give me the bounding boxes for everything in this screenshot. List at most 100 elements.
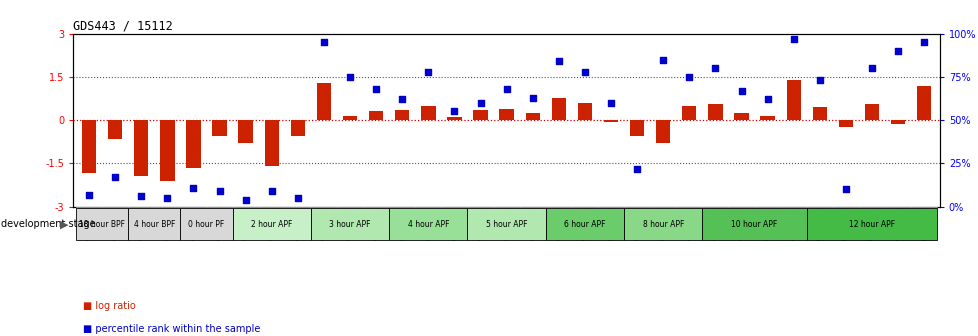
FancyBboxPatch shape bbox=[363, 207, 389, 208]
Bar bbox=[916, 85, 930, 120]
Text: 12 hour APF: 12 hour APF bbox=[848, 220, 894, 229]
Text: GSM4597: GSM4597 bbox=[399, 207, 405, 240]
Text: 0 hour PF: 0 hour PF bbox=[188, 220, 224, 229]
Point bbox=[785, 36, 801, 41]
FancyBboxPatch shape bbox=[571, 207, 598, 208]
Bar bbox=[82, 120, 96, 173]
Bar bbox=[499, 109, 513, 120]
Text: GSM4608: GSM4608 bbox=[686, 207, 691, 240]
Text: 4 hour BPF: 4 hour BPF bbox=[134, 220, 175, 229]
Bar bbox=[239, 120, 252, 143]
Text: ■ log ratio: ■ log ratio bbox=[83, 301, 136, 311]
Text: 2 hour APF: 2 hour APF bbox=[250, 220, 292, 229]
Text: ▶: ▶ bbox=[60, 219, 68, 229]
Point bbox=[472, 100, 488, 106]
Text: GSM4605: GSM4605 bbox=[607, 207, 613, 240]
Point bbox=[551, 58, 566, 64]
FancyBboxPatch shape bbox=[701, 208, 806, 240]
Text: GSM4610: GSM4610 bbox=[737, 207, 743, 240]
Text: 10 hour APF: 10 hour APF bbox=[731, 220, 777, 229]
Text: development stage: development stage bbox=[1, 219, 96, 229]
Bar bbox=[134, 120, 149, 176]
Bar bbox=[525, 113, 539, 120]
Bar bbox=[421, 106, 435, 120]
FancyBboxPatch shape bbox=[180, 208, 233, 240]
FancyBboxPatch shape bbox=[858, 207, 884, 208]
Text: 3 hour APF: 3 hour APF bbox=[329, 220, 371, 229]
Point bbox=[446, 109, 462, 114]
Point bbox=[576, 69, 592, 74]
FancyBboxPatch shape bbox=[701, 207, 728, 208]
FancyBboxPatch shape bbox=[519, 207, 545, 208]
Text: GSM4591: GSM4591 bbox=[243, 207, 248, 240]
Text: 18 hour BPF: 18 hour BPF bbox=[79, 220, 125, 229]
FancyBboxPatch shape bbox=[389, 207, 415, 208]
FancyBboxPatch shape bbox=[911, 207, 936, 208]
Bar bbox=[655, 120, 670, 143]
Bar bbox=[785, 80, 800, 120]
Bar bbox=[629, 120, 644, 136]
Bar bbox=[186, 120, 200, 168]
Text: GSM4600: GSM4600 bbox=[477, 207, 483, 240]
FancyBboxPatch shape bbox=[649, 207, 676, 208]
Text: 6 hour APF: 6 hour APF bbox=[563, 220, 605, 229]
Point bbox=[498, 86, 513, 92]
Point bbox=[759, 97, 775, 102]
Point bbox=[211, 188, 227, 194]
Text: GSM4596: GSM4596 bbox=[373, 207, 378, 240]
FancyBboxPatch shape bbox=[467, 207, 493, 208]
Point bbox=[915, 40, 931, 45]
Point bbox=[681, 74, 696, 80]
Bar bbox=[212, 120, 227, 136]
Point bbox=[524, 95, 540, 100]
Bar bbox=[447, 117, 462, 120]
Text: 4 hour APF: 4 hour APF bbox=[407, 220, 449, 229]
Text: GSM4593: GSM4593 bbox=[294, 207, 300, 240]
FancyBboxPatch shape bbox=[806, 207, 832, 208]
Point bbox=[289, 195, 305, 201]
Text: GSM4607: GSM4607 bbox=[659, 207, 666, 240]
Text: GSM4606: GSM4606 bbox=[634, 207, 640, 240]
FancyBboxPatch shape bbox=[258, 207, 285, 208]
FancyBboxPatch shape bbox=[806, 208, 936, 240]
Point bbox=[837, 187, 853, 192]
Bar bbox=[682, 106, 695, 120]
Text: GSM4595: GSM4595 bbox=[346, 207, 353, 240]
Point bbox=[654, 57, 670, 62]
Point bbox=[602, 100, 618, 106]
Bar bbox=[395, 110, 409, 120]
FancyBboxPatch shape bbox=[285, 207, 311, 208]
Point bbox=[238, 197, 253, 202]
Point bbox=[707, 66, 723, 71]
FancyBboxPatch shape bbox=[128, 208, 180, 240]
Text: 8 hour APF: 8 hour APF bbox=[642, 220, 684, 229]
Point bbox=[316, 40, 332, 45]
Text: GSM4611: GSM4611 bbox=[764, 207, 770, 240]
FancyBboxPatch shape bbox=[545, 207, 571, 208]
Bar bbox=[473, 110, 487, 120]
FancyBboxPatch shape bbox=[754, 207, 779, 208]
Point bbox=[186, 185, 201, 190]
Point bbox=[629, 166, 645, 171]
Point bbox=[264, 188, 280, 194]
FancyBboxPatch shape bbox=[623, 207, 649, 208]
Bar bbox=[342, 116, 357, 120]
Bar bbox=[160, 120, 174, 181]
Text: 5 hour APF: 5 hour APF bbox=[485, 220, 527, 229]
Bar bbox=[760, 116, 774, 120]
FancyBboxPatch shape bbox=[676, 207, 701, 208]
Point bbox=[733, 88, 748, 93]
FancyBboxPatch shape bbox=[493, 207, 519, 208]
FancyBboxPatch shape bbox=[180, 207, 206, 208]
Text: GSM4603: GSM4603 bbox=[556, 207, 561, 240]
Point bbox=[421, 69, 436, 74]
FancyBboxPatch shape bbox=[206, 207, 233, 208]
Point bbox=[811, 78, 826, 83]
Point bbox=[342, 74, 358, 80]
FancyBboxPatch shape bbox=[623, 208, 701, 240]
Bar bbox=[290, 120, 305, 136]
Text: GDS443 / 15112: GDS443 / 15112 bbox=[73, 19, 173, 33]
Text: GSM4615: GSM4615 bbox=[868, 207, 874, 240]
Text: GSM4590: GSM4590 bbox=[216, 207, 222, 240]
Bar bbox=[890, 120, 905, 124]
